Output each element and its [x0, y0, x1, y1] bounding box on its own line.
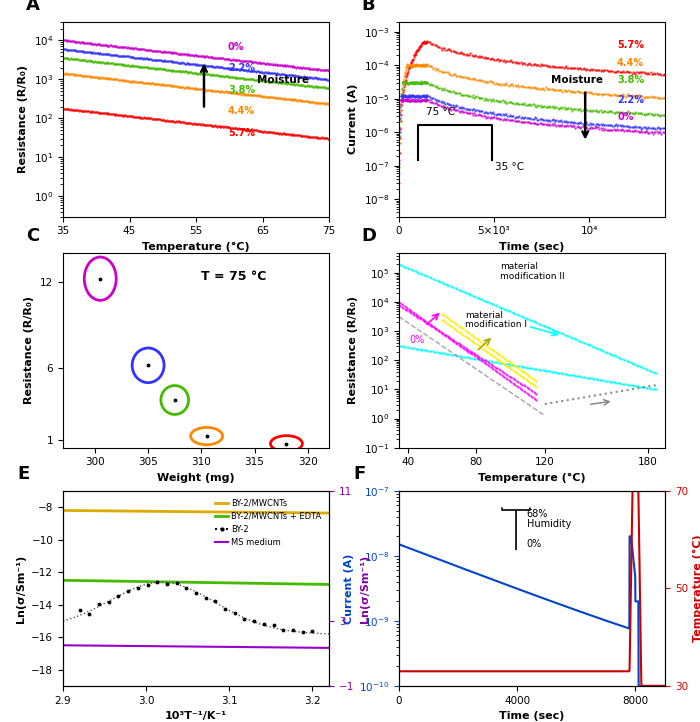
Y-axis label: Ln(σ/Sm⁻¹): Ln(σ/Sm⁻¹) — [360, 554, 370, 622]
Text: 68%: 68% — [526, 509, 548, 519]
Text: Moisture: Moisture — [257, 75, 309, 85]
Y-axis label: Temperature (°C): Temperature (°C) — [694, 534, 700, 643]
Text: C: C — [26, 227, 39, 245]
Text: 4.4%: 4.4% — [617, 58, 644, 68]
Text: material: material — [466, 310, 503, 320]
Text: 0%: 0% — [228, 42, 244, 52]
X-axis label: Weight (mg): Weight (mg) — [158, 473, 234, 483]
Text: 2.2%: 2.2% — [617, 95, 644, 105]
Text: F: F — [354, 465, 366, 483]
Y-axis label: Ln(σ/Sm⁻¹): Ln(σ/Sm⁻¹) — [15, 554, 26, 622]
Text: 5.7%: 5.7% — [228, 128, 255, 138]
Text: modification I: modification I — [466, 321, 528, 329]
X-axis label: 10³T⁻¹/K⁻¹: 10³T⁻¹/K⁻¹ — [165, 711, 227, 721]
X-axis label: Temperature (°C): Temperature (°C) — [142, 242, 250, 252]
Text: 2.2%: 2.2% — [228, 64, 255, 74]
X-axis label: Temperature (°C): Temperature (°C) — [478, 473, 586, 483]
Y-axis label: Current (A): Current (A) — [344, 553, 354, 624]
Text: D: D — [362, 227, 377, 245]
Text: material: material — [500, 262, 538, 271]
X-axis label: Time (sec): Time (sec) — [499, 242, 565, 252]
Text: Humidity: Humidity — [526, 519, 571, 529]
Text: 0%: 0% — [526, 539, 542, 549]
Text: 3.8%: 3.8% — [617, 75, 644, 85]
Text: B: B — [362, 0, 375, 14]
X-axis label: Time (sec): Time (sec) — [499, 711, 565, 721]
Text: 0%: 0% — [617, 112, 634, 122]
Text: E: E — [18, 465, 30, 483]
Text: A: A — [26, 0, 40, 14]
Text: T = 75 °C: T = 75 °C — [202, 269, 267, 282]
Text: Moisture: Moisture — [551, 75, 603, 85]
Text: 5.7%: 5.7% — [617, 40, 644, 50]
Text: 3.8%: 3.8% — [228, 85, 255, 95]
Y-axis label: Current (A): Current (A) — [348, 84, 358, 155]
Text: 0%: 0% — [410, 336, 425, 345]
Text: 4.4%: 4.4% — [228, 106, 255, 116]
Y-axis label: Resistance (R/R₀): Resistance (R/R₀) — [18, 65, 28, 173]
Y-axis label: Resistance (R/R₀): Resistance (R/R₀) — [25, 296, 34, 404]
Legend: BY-2/MWCNTs, BY-2/MWCNTs + EDTA, BY-2, MS medium: BY-2/MWCNTs, BY-2/MWCNTs + EDTA, BY-2, M… — [212, 495, 325, 550]
Y-axis label: Resistance (R/R₀): Resistance (R/R₀) — [349, 296, 358, 404]
Text: 35 °C: 35 °C — [495, 162, 524, 172]
Text: 75 °C: 75 °C — [426, 108, 455, 117]
Text: modification II: modification II — [500, 271, 565, 281]
